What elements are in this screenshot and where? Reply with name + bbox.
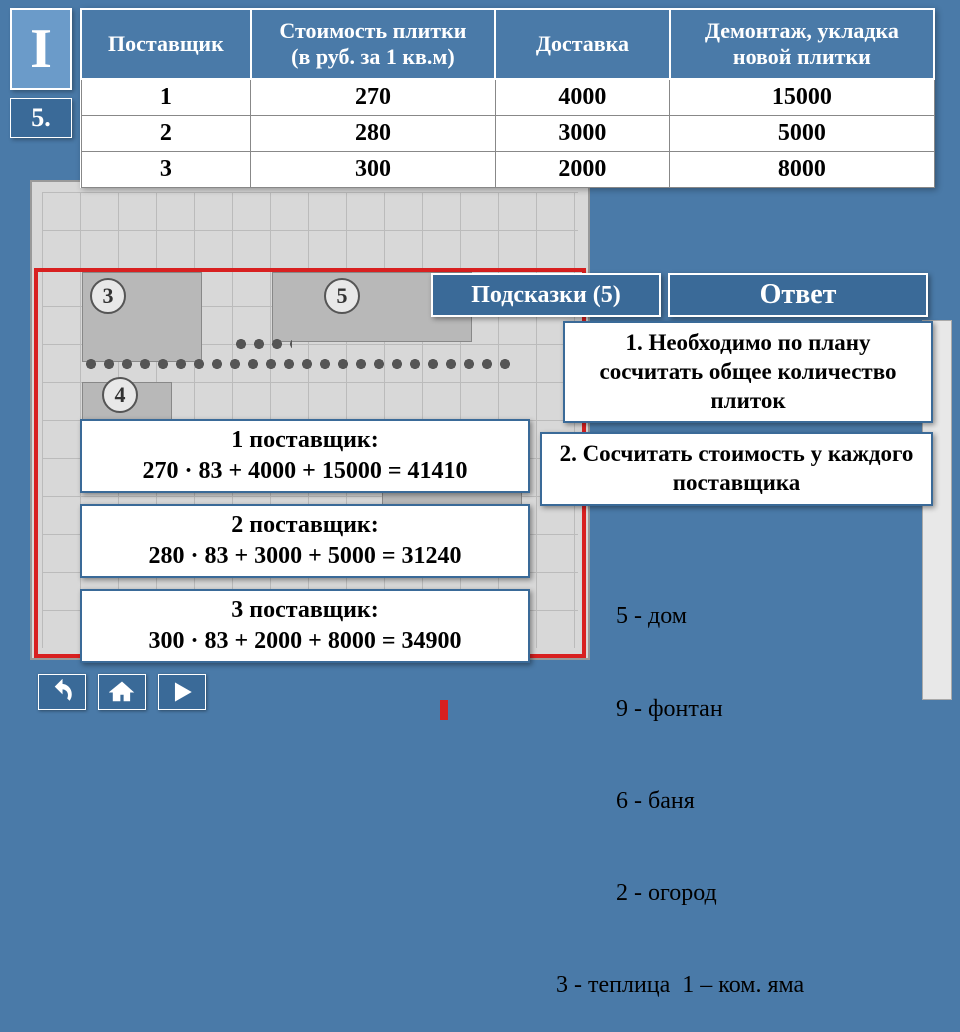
calc-expr: 280 · 83 + 3000 + 5000 = 31240: [90, 541, 520, 572]
calc-title: 3 поставщик:: [90, 595, 520, 626]
plan-legend: 5 - дом 9 - фонтан 6 - баня 2 - огород 3…: [556, 540, 804, 1032]
plan-red-tick: [440, 700, 448, 720]
plan-marker-3: 3: [90, 278, 126, 314]
legend-line: 3 - теплица 1 – ком. яма: [556, 970, 804, 1001]
nav-back-button[interactable]: [38, 674, 86, 710]
col-supplier: Поставщик: [81, 9, 251, 79]
col-cost: Стоимость плитки (в руб. за 1 кв.м): [251, 9, 495, 79]
calc-supplier-2: 2 поставщик: 280 · 83 + 3000 + 5000 = 31…: [80, 504, 530, 578]
plan-dots: [232, 337, 292, 351]
col-install: Демонтаж, укладка новой плитки: [670, 9, 934, 79]
legend-line: 5 - дом: [556, 601, 804, 632]
hint-1: 1. Необходимо по плану сосчитать общее к…: [563, 321, 933, 423]
plan-dots: [82, 357, 512, 371]
plan-marker-4: 4: [102, 377, 138, 413]
table-row: 1 270 4000 15000: [81, 79, 934, 116]
nav-bar: [38, 674, 206, 710]
nav-next-button[interactable]: [158, 674, 206, 710]
hints-button[interactable]: Подсказки (5): [431, 273, 661, 317]
home-icon: [109, 679, 135, 705]
legend-line: 6 - баня: [556, 786, 804, 817]
table-row: 2 280 3000 5000: [81, 116, 934, 152]
suppliers-table: Поставщик Стоимость плитки (в руб. за 1 …: [80, 8, 935, 188]
hint-2: 2. Сосчитать стоимость у каждого поставщ…: [540, 432, 933, 506]
play-icon: [169, 679, 195, 705]
table-row: 3 300 2000 8000: [81, 152, 934, 188]
answer-button[interactable]: Ответ: [668, 273, 928, 317]
calc-expr: 300 · 83 + 2000 + 8000 = 34900: [90, 626, 520, 657]
variant-badge: I: [10, 8, 72, 90]
plan-marker-5: 5: [324, 278, 360, 314]
col-delivery: Доставка: [495, 9, 670, 79]
calc-title: 1 поставщик:: [90, 425, 520, 456]
undo-icon: [49, 679, 75, 705]
legend-line: 2 - огород: [556, 878, 804, 909]
nav-home-button[interactable]: [98, 674, 146, 710]
calc-supplier-3: 3 поставщик: 300 · 83 + 2000 + 8000 = 34…: [80, 589, 530, 663]
calc-title: 2 поставщик:: [90, 510, 520, 541]
calc-supplier-1: 1 поставщик: 270 · 83 + 4000 + 15000 = 4…: [80, 419, 530, 493]
task-number-badge: 5.: [10, 98, 72, 138]
calc-expr: 270 · 83 + 4000 + 15000 = 41410: [90, 456, 520, 487]
